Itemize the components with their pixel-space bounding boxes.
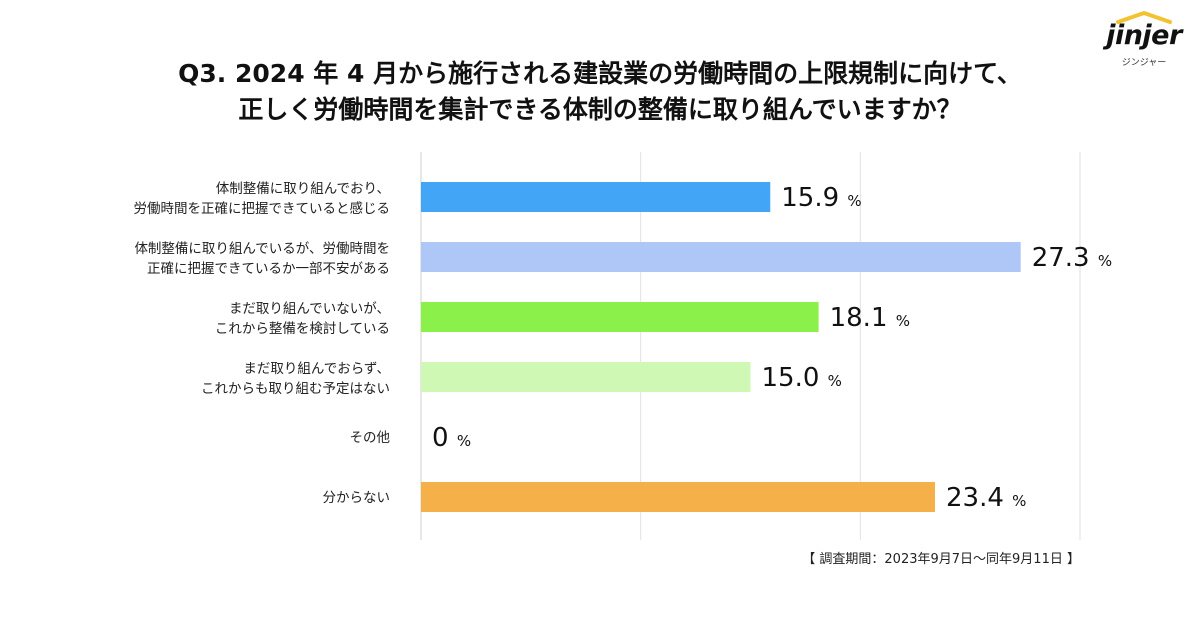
category-label: 体制整備に取り組んでおり、 bbox=[216, 181, 390, 197]
data-label: 27.3 % bbox=[1032, 243, 1112, 273]
category-label: その他 bbox=[350, 430, 391, 446]
jinjer-logo: jinjer ジンジャー bbox=[1096, 8, 1192, 68]
bar bbox=[421, 302, 819, 332]
category-label: これから整備を検討している bbox=[215, 321, 390, 337]
chart-title-line-2: 正しく労働時間を集計できる体制の整備に取り組んでいますか？ bbox=[238, 95, 962, 124]
data-label: 23.4 % bbox=[946, 483, 1026, 513]
survey-period-note: 【 調査期間：2023年9月7日〜同年9月11日 】 bbox=[802, 552, 1080, 567]
category-label: 分からない bbox=[323, 490, 391, 506]
data-label: 15.0 % bbox=[762, 363, 842, 393]
logo-subtext: ジンジャー bbox=[1121, 58, 1167, 68]
chart-title-line-1: Q3. 2024 年 4 月から施行される建設業の労働時間の上限規制に向けて、 bbox=[178, 59, 1022, 88]
category-label: まだ取り組んでいないが、 bbox=[229, 301, 390, 317]
category-label: 体制整備に取り組んでいるが、労働時間を bbox=[134, 241, 390, 257]
category-label: 正確に把握できているか一部不安がある bbox=[147, 261, 390, 277]
category-label: まだ取り組んでおらず、 bbox=[243, 361, 390, 377]
data-label: 0 % bbox=[432, 423, 471, 453]
category-label: 労働時間を正確に把握できていると感じる bbox=[134, 200, 391, 217]
category-label: これからも取り組む予定はない bbox=[201, 381, 390, 397]
data-label: 18.1 % bbox=[830, 303, 910, 333]
bar bbox=[421, 362, 751, 392]
roof-icon bbox=[1116, 11, 1172, 24]
bar bbox=[421, 182, 771, 212]
bar bbox=[421, 242, 1021, 272]
bar bbox=[421, 482, 936, 512]
data-label: 15.9 % bbox=[781, 183, 861, 213]
logo-wordmark: jinjer bbox=[1106, 20, 1182, 51]
